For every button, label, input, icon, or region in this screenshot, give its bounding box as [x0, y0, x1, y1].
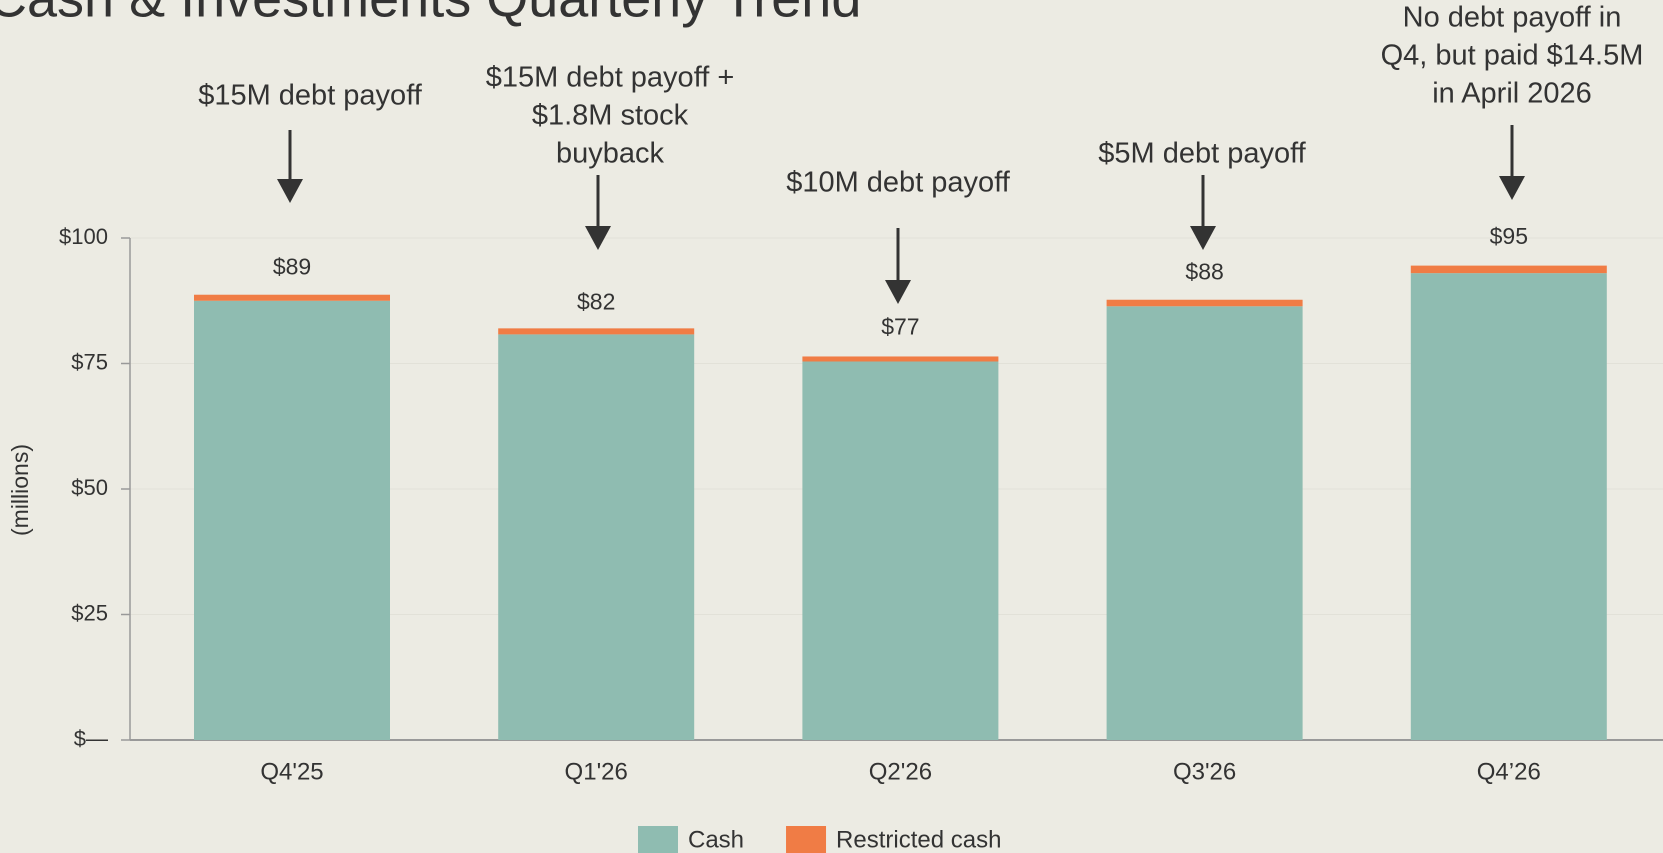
annotation-text: $1.8M stock: [532, 100, 689, 132]
annotation-text: Q4, but paid $14.5M: [1381, 40, 1644, 72]
y-axis-label: (millions): [7, 444, 33, 536]
bar-segment: [1106, 306, 1303, 740]
legend-swatch: [638, 826, 678, 853]
total-label: $82: [577, 288, 615, 314]
annotation-text: buyback: [556, 138, 665, 170]
x-tick-label: Q1'26: [565, 758, 628, 785]
bar-segment: [194, 294, 390, 301]
x-tick-label: Q3'26: [1173, 758, 1236, 785]
annotation-arrowhead: [585, 226, 611, 250]
legend-swatch: [786, 826, 827, 853]
bar-segment: [1410, 273, 1607, 740]
legend-label: Cash: [688, 826, 744, 853]
bar-segment: [802, 361, 999, 740]
annotation-text: $15M debt payoff +: [486, 62, 735, 94]
legend-label: Restricted cash: [836, 826, 1001, 853]
annotation-arrowhead: [1499, 176, 1525, 200]
chart-title: Cash & Investments Quarterly Trend: [0, 0, 861, 28]
annotation-text: $10M debt payoff: [786, 167, 1011, 199]
annotation-text: No debt payoff in: [1403, 2, 1622, 34]
y-tick-label: $75: [71, 349, 108, 374]
x-tick-label: Q2'26: [869, 758, 932, 785]
total-label: $77: [881, 314, 919, 340]
x-tick-label: Q4’26: [1477, 758, 1541, 785]
y-tick-label: $—: [74, 726, 108, 751]
bar-segment: [1410, 265, 1607, 274]
total-label: $95: [1490, 223, 1528, 249]
annotation-text: in April 2026: [1432, 78, 1592, 110]
total-label: $88: [1185, 258, 1223, 284]
y-tick-label: $50: [71, 475, 108, 500]
total-label: $89: [273, 253, 311, 279]
bar-segment: [1106, 299, 1303, 307]
bar-segment: [498, 328, 695, 335]
bar-segment: [498, 334, 695, 740]
y-tick-label: $25: [71, 600, 108, 625]
x-tick-label: Q4'25: [260, 758, 323, 785]
y-tick-label: $100: [59, 224, 108, 249]
annotation-text: $15M debt payoff: [198, 80, 423, 112]
annotation-arrowhead: [277, 179, 303, 203]
bar-segment: [194, 300, 390, 740]
annotation-text: $5M debt payoff: [1098, 138, 1306, 170]
annotation-arrowhead: [1190, 226, 1216, 250]
annotation-arrowhead: [885, 280, 911, 304]
bar-segment: [802, 356, 999, 362]
